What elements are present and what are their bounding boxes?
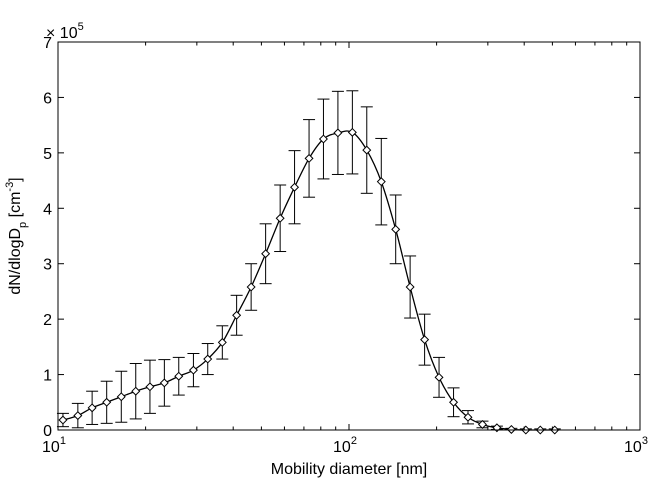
data-point-15 <box>275 213 285 223</box>
data-point-18 <box>318 134 328 144</box>
x-tick-label-exp-1: 2 <box>351 435 357 447</box>
x-tick-label-base-0: 10 <box>42 439 60 456</box>
data-point-0 <box>58 415 68 425</box>
y-tick-label-0: 0 <box>43 423 52 440</box>
y-axis-title-main: dN/dlogD <box>7 228 24 295</box>
data-point-19 <box>333 128 343 138</box>
data-point-6 <box>145 382 155 392</box>
y-tick-label-2: 2 <box>43 312 52 329</box>
y-tick-label-3: 3 <box>43 257 52 274</box>
y-multiplier-base: 10 <box>60 25 78 42</box>
data-point-22 <box>376 177 386 187</box>
data-point-16 <box>290 182 300 192</box>
y-axis-title: dN/dlogDp [cm-3] <box>4 177 29 294</box>
data-point-10 <box>203 354 213 364</box>
data-point-3 <box>102 397 112 407</box>
y-axis-title-unit-sup: -3 <box>4 182 16 192</box>
x-tick-label-base-2: 10 <box>624 439 642 456</box>
plot-area <box>58 42 640 430</box>
data-point-25 <box>420 335 430 345</box>
data-point-5 <box>131 386 141 396</box>
series-group <box>56 90 561 435</box>
x-tick-label-0: 101 <box>42 435 66 456</box>
x-tick-label-base-1: 10 <box>333 439 351 456</box>
y-tick-label-7: 7 <box>43 35 52 52</box>
data-point-8 <box>174 371 184 381</box>
x-tick-label-exp-2: 3 <box>642 435 648 447</box>
x-axis-title: Mobility diameter [nm] <box>271 461 428 478</box>
data-point-13 <box>246 282 256 292</box>
data-point-12 <box>232 310 242 320</box>
y-axis-title-unit-close: ] <box>7 177 24 181</box>
data-point-2 <box>87 403 97 413</box>
data-point-7 <box>159 378 169 388</box>
data-point-4 <box>116 392 126 402</box>
data-point-31 <box>506 424 516 434</box>
data-point-20 <box>347 127 357 137</box>
y-axis-title-unit: [cm <box>7 192 24 222</box>
data-point-27 <box>449 397 459 407</box>
y-multiplier-exp: 5 <box>78 21 84 33</box>
y-tick-label-5: 5 <box>43 146 52 163</box>
data-point-23 <box>391 224 401 234</box>
x-tick-label-2: 103 <box>624 435 648 456</box>
data-point-26 <box>434 372 444 382</box>
data-point-9 <box>188 365 198 375</box>
y-multiplier: × 105 <box>46 21 84 42</box>
data-point-1 <box>73 411 83 421</box>
x-tick-label-1: 102 <box>333 435 357 456</box>
x-tick-label-exp-0: 1 <box>60 435 66 447</box>
y-tick-label-4: 4 <box>43 201 52 218</box>
data-point-11 <box>217 337 227 347</box>
data-point-14 <box>261 249 271 259</box>
data-point-21 <box>362 145 372 155</box>
y-tick-label-1: 1 <box>43 368 52 385</box>
y-tick-label-6: 6 <box>43 90 52 107</box>
data-point-24 <box>405 282 415 292</box>
data-point-29 <box>477 419 487 429</box>
y-axis-title-sub: p <box>17 222 29 228</box>
data-point-17 <box>304 153 314 163</box>
data-point-28 <box>463 412 473 422</box>
y-multiplier-prefix: × <box>46 25 60 42</box>
